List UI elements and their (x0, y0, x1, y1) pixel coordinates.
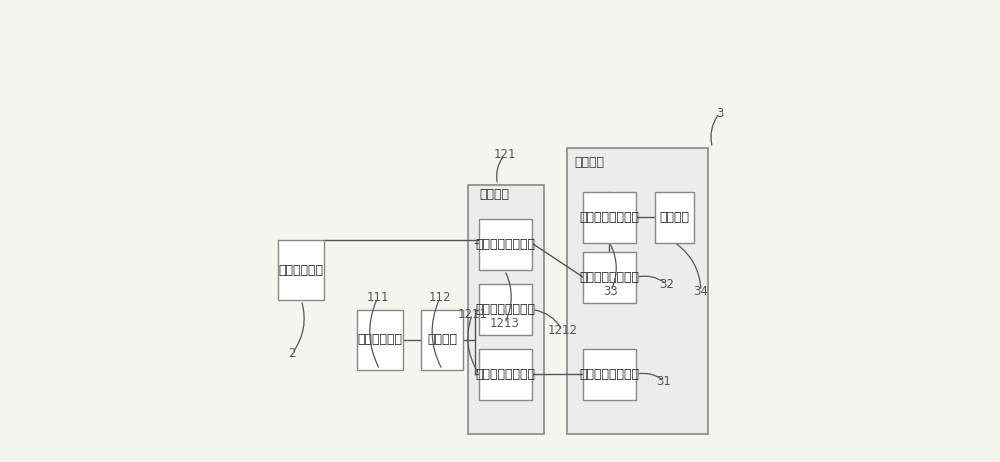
Text: 1213: 1213 (490, 317, 520, 330)
Text: 3: 3 (716, 107, 723, 120)
FancyBboxPatch shape (583, 349, 636, 400)
Text: 处理单元: 处理单元 (479, 188, 509, 201)
Text: 呼梯信号发生单元: 呼梯信号发生单元 (580, 368, 640, 381)
Text: 第一信号转换单元: 第一信号转换单元 (580, 211, 640, 224)
Text: 到梯信号发生单元: 到梯信号发生单元 (476, 238, 536, 251)
Text: 呼梯信号处理单元: 呼梯信号处理单元 (476, 303, 536, 316)
FancyBboxPatch shape (583, 252, 636, 303)
FancyBboxPatch shape (567, 148, 708, 434)
Text: 111: 111 (366, 292, 389, 304)
FancyBboxPatch shape (278, 240, 324, 300)
Text: 控制单元: 控制单元 (427, 333, 457, 346)
Text: 到梯感应单元: 到梯感应单元 (279, 264, 324, 277)
Text: 31: 31 (657, 375, 671, 388)
Text: 34: 34 (694, 285, 708, 298)
Text: 移动终端: 移动终端 (574, 156, 604, 169)
Text: 32: 32 (659, 278, 674, 291)
FancyBboxPatch shape (357, 310, 403, 370)
Text: 呼梯信号接收单元: 呼梯信号接收单元 (476, 368, 536, 381)
Text: 1211: 1211 (457, 308, 487, 321)
Text: 33: 33 (604, 285, 618, 298)
FancyBboxPatch shape (421, 310, 463, 370)
FancyBboxPatch shape (583, 192, 636, 243)
Text: 121: 121 (493, 148, 516, 161)
FancyBboxPatch shape (468, 185, 544, 434)
Text: 1212: 1212 (547, 324, 577, 337)
Text: 2: 2 (288, 347, 296, 360)
Text: 112: 112 (429, 292, 451, 304)
Text: 到梯信号接收单元: 到梯信号接收单元 (580, 271, 640, 284)
FancyBboxPatch shape (479, 219, 532, 270)
FancyBboxPatch shape (655, 192, 694, 243)
Text: 楼层按钮电路: 楼层按钮电路 (357, 333, 402, 346)
FancyBboxPatch shape (479, 284, 532, 335)
Text: 显示单元: 显示单元 (659, 211, 689, 224)
FancyBboxPatch shape (479, 349, 532, 400)
